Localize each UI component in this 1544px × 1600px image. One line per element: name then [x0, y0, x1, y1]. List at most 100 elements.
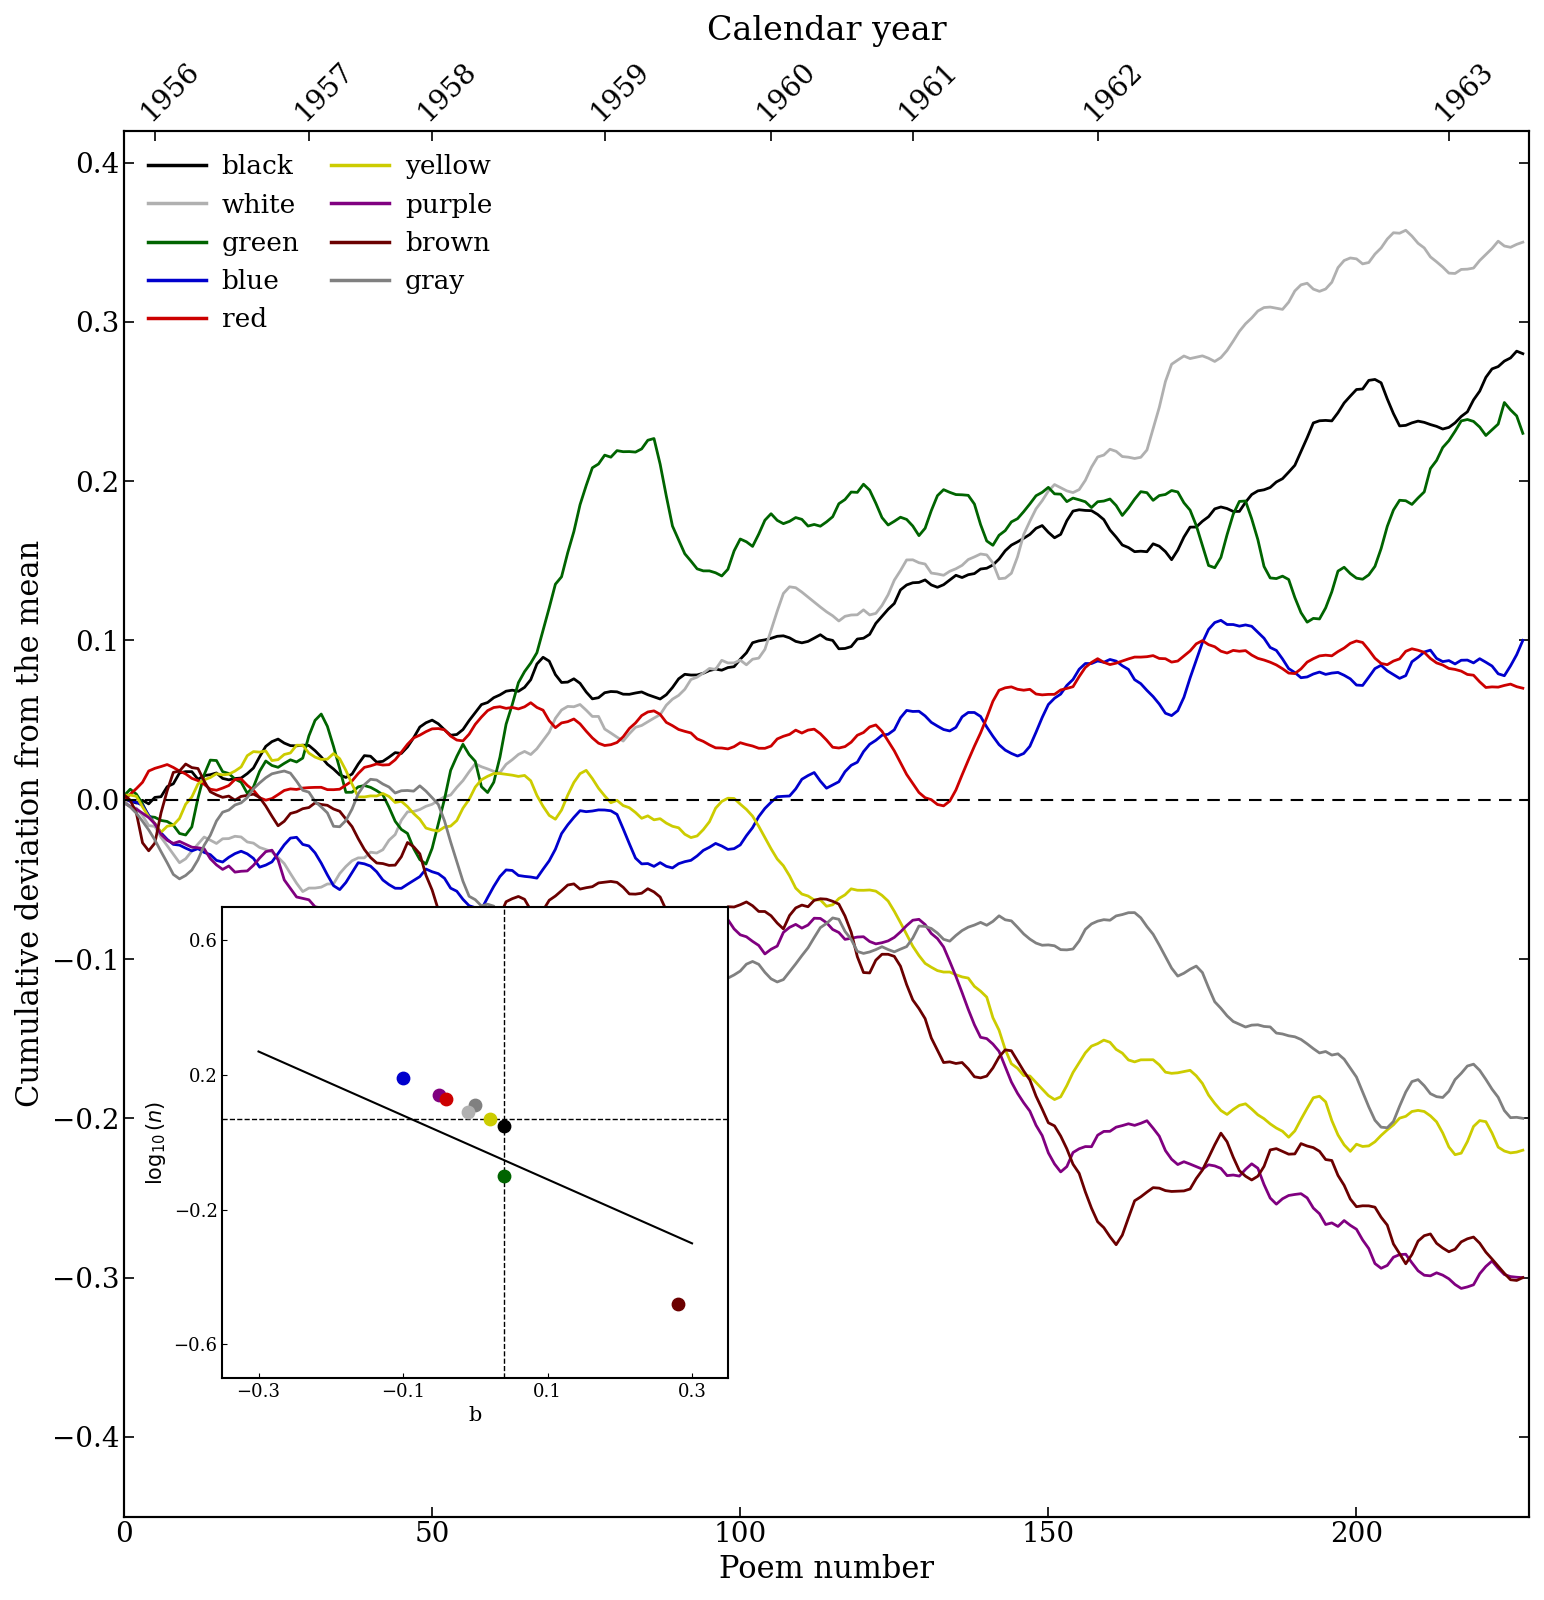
brown [472, 936, 491, 955]
green [1513, 424, 1532, 443]
gray [1163, 958, 1181, 978]
white [1224, 331, 1243, 350]
white [114, 790, 133, 810]
Line: purple: purple [124, 803, 1522, 1288]
white [1163, 355, 1181, 374]
purple [114, 794, 133, 813]
yellow [1445, 1146, 1464, 1165]
purple [1311, 1205, 1329, 1224]
black [472, 694, 491, 714]
Line: white: white [124, 230, 1522, 891]
brown [1027, 1086, 1045, 1106]
blue [479, 888, 497, 907]
brown [114, 786, 133, 805]
Line: blue: blue [124, 621, 1522, 909]
purple [466, 936, 485, 955]
blue [472, 899, 491, 918]
black [1224, 502, 1243, 522]
white [1513, 232, 1532, 251]
red [466, 715, 485, 734]
green [417, 854, 435, 874]
green [1163, 482, 1181, 501]
gray [1027, 933, 1045, 952]
brown [479, 931, 497, 950]
yellow [1317, 1093, 1336, 1112]
purple [1451, 1278, 1470, 1298]
yellow [472, 770, 491, 789]
brown [1513, 1269, 1532, 1288]
gray [1377, 1118, 1396, 1138]
yellow [1513, 1141, 1532, 1160]
yellow [479, 766, 497, 786]
red [1163, 653, 1181, 672]
red [1323, 646, 1342, 666]
black [1507, 341, 1525, 360]
brown [1163, 1182, 1181, 1202]
green [1027, 486, 1045, 506]
gray [1317, 1042, 1336, 1061]
green [472, 778, 491, 797]
green [1317, 598, 1336, 618]
green [114, 786, 133, 805]
gray [275, 762, 293, 781]
purple [1021, 1101, 1039, 1120]
black [1027, 518, 1045, 538]
Y-axis label: Cumulative deviation from the mean: Cumulative deviation from the mean [15, 539, 46, 1107]
red [114, 790, 133, 810]
purple [1218, 1166, 1237, 1186]
blue [1027, 723, 1045, 742]
Line: brown: brown [124, 765, 1522, 1280]
Line: black: black [124, 350, 1522, 803]
red [1231, 642, 1249, 661]
white [293, 882, 312, 901]
gray [472, 896, 491, 915]
Line: green: green [124, 403, 1522, 864]
Legend: black, white, green, blue, red, yellow, purple, brown, gray: black, white, green, blue, red, yellow, … [137, 144, 503, 342]
gray [479, 894, 497, 914]
black [1317, 411, 1336, 430]
X-axis label: Calendar year: Calendar year [707, 14, 946, 46]
blue [1212, 611, 1231, 630]
yellow [114, 786, 133, 805]
blue [1163, 706, 1181, 725]
white [1317, 280, 1336, 299]
blue [466, 898, 485, 917]
purple [1513, 1269, 1532, 1288]
blue [1231, 616, 1249, 635]
red [1513, 678, 1532, 698]
X-axis label: Poem number: Poem number [720, 1554, 934, 1586]
yellow [1163, 1064, 1181, 1083]
blue [1323, 664, 1342, 683]
gray [114, 794, 133, 813]
green [1495, 394, 1513, 413]
blue [114, 787, 133, 806]
green [479, 782, 497, 802]
Line: red: red [124, 640, 1522, 806]
yellow [1224, 1099, 1243, 1118]
Line: yellow: yellow [124, 746, 1522, 1155]
brown [1317, 1150, 1336, 1170]
green [1224, 504, 1243, 523]
black [1163, 550, 1181, 570]
red [934, 797, 953, 816]
brown [176, 755, 195, 774]
brown [1224, 1147, 1243, 1166]
gray [1224, 1011, 1243, 1030]
white [479, 760, 497, 779]
black [1513, 344, 1532, 363]
red [472, 707, 491, 726]
black [114, 790, 133, 810]
red [1027, 685, 1045, 704]
yellow [1027, 1074, 1045, 1093]
yellow [287, 736, 306, 755]
white [1027, 499, 1045, 518]
white [1396, 221, 1414, 240]
purple [472, 930, 491, 949]
red [1194, 630, 1212, 650]
blue [1513, 630, 1532, 650]
white [472, 757, 491, 776]
gray [1513, 1109, 1532, 1128]
black [479, 693, 497, 712]
purple [1156, 1141, 1175, 1160]
Line: gray: gray [124, 771, 1522, 1128]
